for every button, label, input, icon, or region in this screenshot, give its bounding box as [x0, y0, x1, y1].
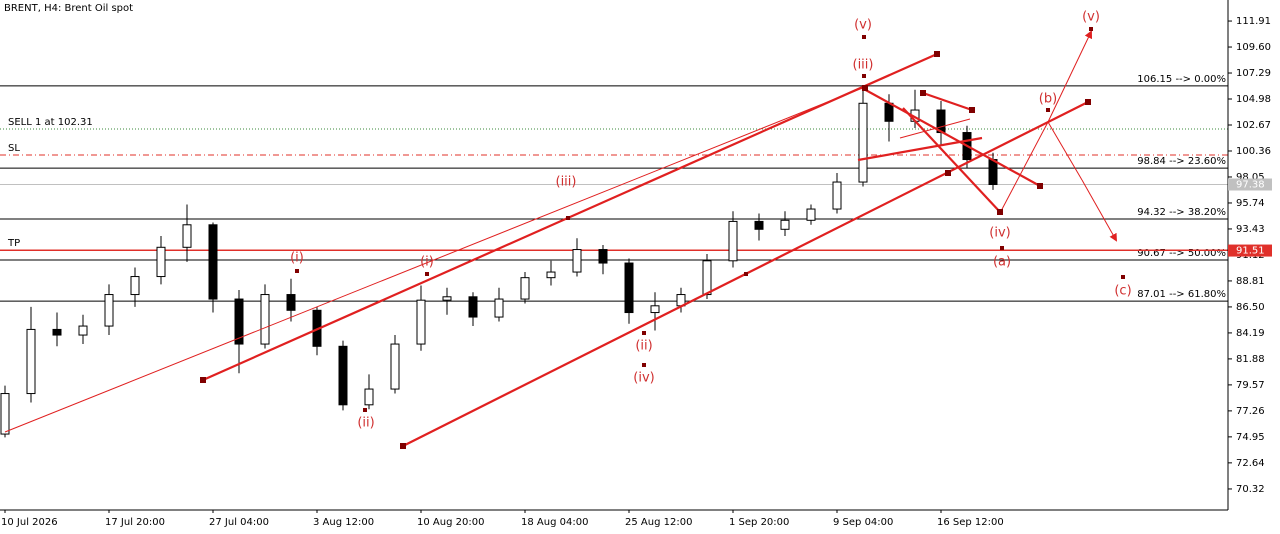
wave-label: (ii): [357, 416, 374, 431]
y-tick-label: 86.50: [1236, 302, 1265, 313]
level-label: TP: [7, 238, 20, 249]
chart-title: BRENT, H4: Brent Oil spot: [4, 3, 133, 14]
level-label: 87.01 --> 61.80%: [1137, 289, 1226, 300]
candle-body: [494, 298, 504, 318]
x-tick-label: 9 Sep 04:00: [833, 517, 893, 528]
y-tick-label: 107.29: [1236, 68, 1271, 79]
candle-body: [78, 325, 88, 336]
y-tick-label: 98.05: [1236, 172, 1265, 183]
level-label: 106.15 --> 0.00%: [1137, 74, 1226, 85]
candle-body: [754, 220, 764, 230]
x-tick-label: 1 Sep 20:00: [729, 517, 789, 528]
wave-label: (iv): [989, 226, 1010, 241]
y-tick-label: 95.74: [1236, 198, 1265, 209]
price-tag: [1228, 244, 1272, 257]
candle-body: [884, 102, 894, 122]
candle-body: [520, 277, 530, 300]
level-label: SELL 1 at 102.31: [8, 117, 93, 128]
candle-body: [572, 249, 582, 273]
y-tick-label: 72.64: [1236, 458, 1265, 469]
y-tick-label: 70.32: [1236, 484, 1265, 495]
candle-body: [988, 159, 998, 186]
price-tag-label: 97.38: [1236, 180, 1265, 191]
candle-body: [598, 249, 608, 264]
candle-body: [0, 393, 10, 435]
y-tick-label: 74.95: [1236, 432, 1265, 443]
candle-body: [728, 220, 738, 262]
wave-label: (iii): [556, 175, 577, 190]
trend-lines: [4, 27, 1125, 449]
candle-body: [858, 102, 868, 183]
candle-body: [780, 219, 790, 230]
y-tick-label: 109.60: [1236, 42, 1271, 53]
x-tick-label: 16 Sep 12:00: [937, 517, 1004, 528]
candle-body: [26, 328, 36, 395]
y-tick-label: 111.91: [1236, 16, 1271, 27]
wave-label: (c): [1114, 284, 1131, 299]
candle-body: [416, 299, 426, 345]
x-tick-label: 10 Aug 20:00: [417, 517, 484, 528]
candle-body: [390, 343, 400, 390]
y-tick-label: 79.57: [1236, 380, 1265, 391]
wave-label: (v): [854, 18, 872, 33]
x-tick-label: 17 Jul 20:00: [105, 517, 165, 528]
x-tick-label: 3 Aug 12:00: [313, 517, 374, 528]
candle-body: [234, 298, 244, 345]
x-tick-label: 27 Jul 04:00: [209, 517, 269, 528]
candle-body: [468, 296, 478, 318]
y-tick-label: 104.98: [1236, 94, 1271, 105]
candle-body: [52, 328, 62, 336]
candle-body: [208, 224, 218, 300]
wave-label: (i): [290, 251, 304, 266]
wave-label: (i): [420, 255, 434, 270]
candle-body: [624, 262, 634, 314]
y-tick-label: 102.67: [1236, 120, 1271, 131]
candle-body: [286, 294, 296, 311]
candle-body: [806, 208, 816, 221]
wave-label: (iii): [853, 58, 874, 73]
y-tick-label: 100.36: [1236, 146, 1271, 157]
level-label: SL: [8, 143, 20, 154]
candle-body: [260, 294, 270, 345]
candle-body: [546, 271, 556, 279]
wave-label: (b): [1039, 92, 1057, 107]
wave-label: (ii): [635, 339, 652, 354]
candle-body: [338, 345, 348, 406]
x-tick-label: 18 Aug 04:00: [521, 517, 588, 528]
level-label: 98.84 --> 23.60%: [1137, 156, 1226, 167]
price-tag: [1228, 178, 1272, 191]
level-label: 90.67 --> 50.00%: [1137, 248, 1226, 259]
wave-label: (iv): [633, 371, 654, 386]
y-tick-label: 93.43: [1236, 224, 1265, 235]
candle-body: [104, 294, 114, 327]
candle-body: [182, 224, 192, 248]
price-tag-label: 91.51: [1236, 246, 1265, 257]
wave-label: (a): [993, 255, 1011, 270]
x-tick-label: 10 Jul 2026: [1, 517, 58, 528]
candle-body: [650, 305, 660, 314]
candle-body: [364, 388, 374, 406]
wave-label: (v): [1082, 10, 1100, 25]
y-tick-label: 84.19: [1236, 328, 1265, 339]
wave-labels: (v) (iii) (iii) (i) (i) (ii) (ii) (iv) (…: [290, 10, 1132, 431]
y-tick-label: 88.81: [1236, 276, 1265, 287]
y-tick-label: 77.26: [1236, 406, 1265, 417]
level-label: 94.32 --> 38.20%: [1137, 207, 1226, 218]
y-tick-label: 81.88: [1236, 354, 1265, 365]
x-tick-label: 25 Aug 12:00: [625, 517, 692, 528]
candle-body: [156, 246, 166, 278]
candle-body: [832, 181, 842, 210]
candle-body: [130, 276, 140, 296]
candle-body: [702, 260, 712, 296]
candle-body: [442, 296, 452, 301]
